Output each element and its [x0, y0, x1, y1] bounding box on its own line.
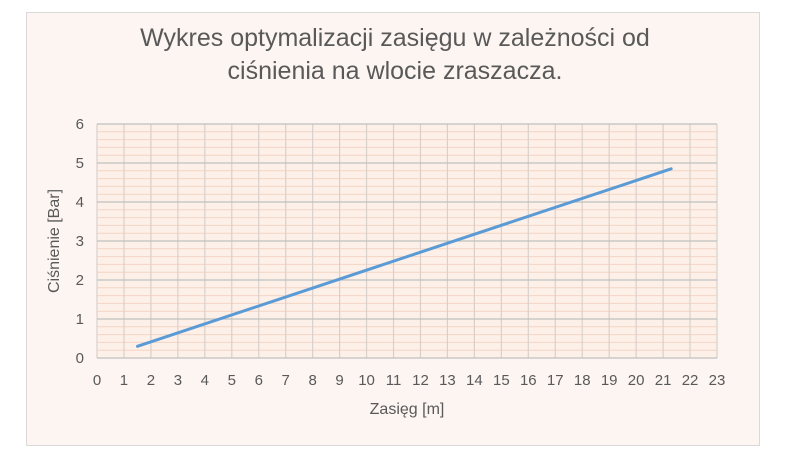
- x-tick-label: 5: [228, 372, 236, 389]
- x-tick-label: 13: [439, 372, 456, 389]
- x-tick-label: 0: [93, 372, 101, 389]
- y-tick-label: 3: [76, 233, 84, 250]
- y-tick-label: 5: [76, 155, 84, 172]
- y-tick-label: 4: [76, 194, 84, 211]
- x-tick-label: 2: [147, 372, 155, 389]
- x-tick-label: 9: [335, 372, 343, 389]
- x-tick-label: 11: [386, 372, 402, 389]
- x-tick-label: 15: [493, 372, 510, 389]
- x-tick-label: 14: [466, 372, 483, 389]
- y-tick-label: 1: [76, 311, 84, 328]
- x-tick-label: 10: [358, 372, 375, 389]
- x-tick-label: 23: [709, 372, 726, 389]
- x-tick-label: 6: [255, 372, 263, 389]
- y-axis-label: Ciśnienie [Bar]: [46, 189, 63, 293]
- x-tick-label: 4: [201, 372, 209, 389]
- y-tick-label: 2: [76, 272, 84, 289]
- x-tick-label: 22: [682, 372, 699, 389]
- x-tick-label: 16: [520, 372, 537, 389]
- x-tick-label: 21: [655, 372, 672, 389]
- x-tick-label: 3: [174, 372, 182, 389]
- x-tick-label: 17: [547, 372, 564, 389]
- x-tick-label: 18: [574, 372, 591, 389]
- x-tick-label: 1: [120, 372, 128, 389]
- x-tick-label: 12: [412, 372, 429, 389]
- chart-title: Wykres optymalizacji zasięgu w zależnośc…: [140, 24, 650, 85]
- x-tick-label: 8: [308, 372, 316, 389]
- x-tick-label: 20: [628, 372, 645, 389]
- x-tick-label: 19: [601, 372, 618, 389]
- x-tick-label: 7: [282, 372, 290, 389]
- series-line: [135, 167, 673, 348]
- y-tick-label: 0: [76, 350, 84, 367]
- x-axis-label: Zasięg [m]: [370, 401, 445, 418]
- y-tick-label: 6: [76, 116, 84, 133]
